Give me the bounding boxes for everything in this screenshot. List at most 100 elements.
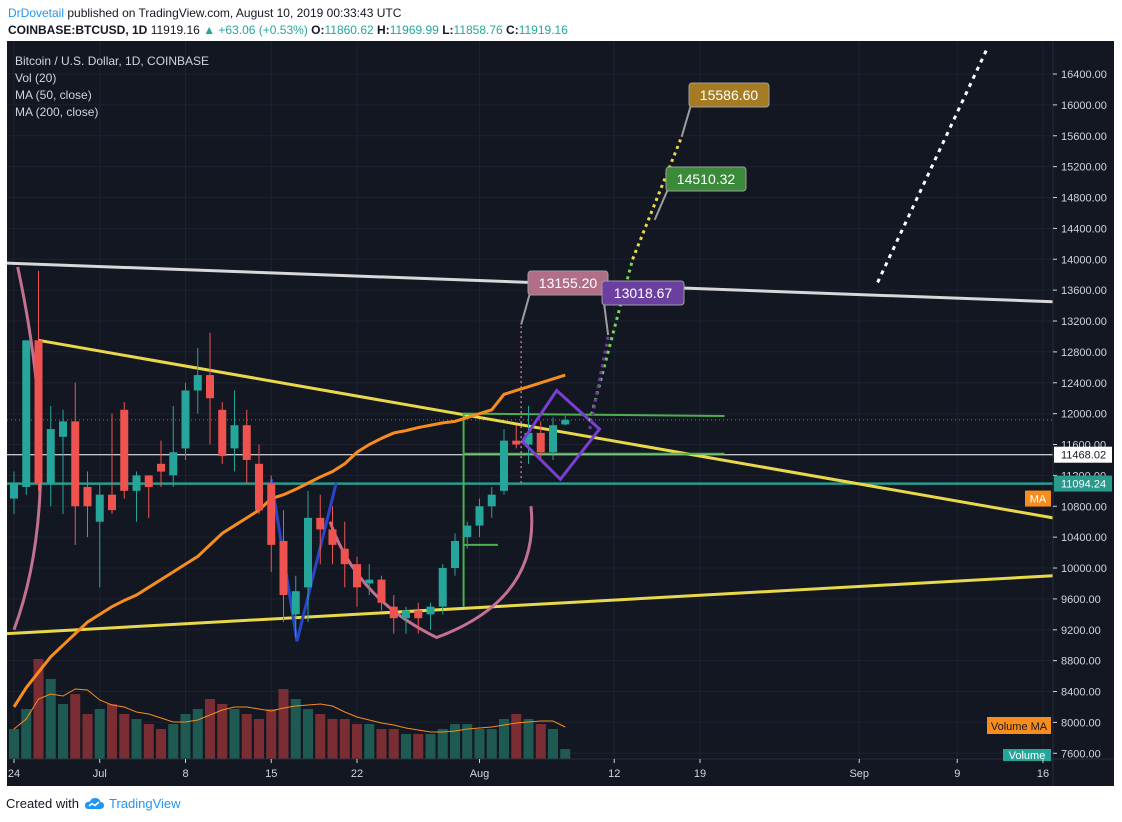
ma-tag[interactable] bbox=[1025, 490, 1051, 507]
x-tick-label: 22 bbox=[351, 768, 363, 780]
candle-body bbox=[108, 494, 116, 511]
volume-tag-text: Volume bbox=[1009, 750, 1046, 762]
volume-bar bbox=[437, 729, 448, 759]
candle-body bbox=[230, 425, 239, 449]
close-value: 11919.16 bbox=[518, 23, 568, 37]
open-label: O: bbox=[311, 23, 325, 37]
x-tick-label: Aug bbox=[470, 768, 490, 780]
diamond-pattern[interactable] bbox=[520, 388, 602, 482]
callout-pointer bbox=[520, 292, 531, 325]
high-value: 11969.99 bbox=[389, 23, 439, 37]
green-box-outline[interactable] bbox=[462, 412, 725, 607]
volume-bar bbox=[303, 709, 313, 759]
projection-yellow-dots[interactable] bbox=[631, 136, 684, 260]
volume-bar bbox=[131, 719, 142, 759]
legend-ma50[interactable]: MA (50, close) bbox=[15, 88, 92, 102]
low-value: 11858.76 bbox=[453, 23, 503, 37]
candle-body bbox=[328, 529, 337, 545]
candle-body bbox=[561, 419, 570, 425]
target-label-box[interactable] bbox=[688, 82, 770, 108]
projection-purple-dots[interactable] bbox=[588, 336, 610, 430]
legend-vol[interactable]: Vol (20) bbox=[15, 71, 57, 85]
y-tick-label: 14000.00 bbox=[1061, 254, 1107, 266]
candle-body bbox=[206, 375, 214, 399]
callout-pointer bbox=[603, 302, 610, 336]
volume-bar bbox=[413, 734, 424, 759]
y-tick-label: 12400.00 bbox=[1061, 378, 1107, 390]
tradingview-cloud-icon bbox=[84, 797, 104, 809]
tradingview-brand[interactable]: TradingView bbox=[108, 796, 181, 811]
price-chart[interactable]: 15586.60 14510.32 13155.20 13018.67 16400.00… bbox=[7, 41, 1114, 786]
y-tick-label: 10400.00 bbox=[1061, 532, 1107, 544]
candle-body bbox=[291, 591, 300, 615]
target-label-box[interactable] bbox=[601, 280, 685, 306]
legend-ma200[interactable]: MA (200, close) bbox=[15, 105, 99, 119]
candle-body bbox=[304, 517, 312, 588]
ohlc-bar: COINBASE:BTCUSD, 1D 11919.16 ▲ +63.06 (+… bbox=[8, 22, 568, 38]
candle-body bbox=[218, 409, 227, 457]
upper-trendline[interactable] bbox=[38, 338, 1054, 520]
volume-ma-tag[interactable] bbox=[987, 717, 1051, 734]
target-label: 15586.60 bbox=[700, 87, 759, 103]
candle-body bbox=[34, 340, 43, 484]
lower-trendline[interactable] bbox=[7, 574, 1054, 636]
volume-bar bbox=[168, 724, 179, 759]
volume-bar bbox=[94, 709, 105, 759]
candle-body bbox=[169, 452, 178, 476]
candle-body bbox=[267, 483, 276, 545]
y-tick-label: 16400.00 bbox=[1061, 69, 1107, 81]
candle-body bbox=[120, 409, 129, 491]
y-tick-label: 14800.00 bbox=[1061, 193, 1107, 205]
volume-bar bbox=[376, 729, 387, 759]
ma50-line[interactable] bbox=[12, 373, 566, 708]
volume-bar bbox=[45, 679, 56, 759]
price-level-tag[interactable] bbox=[1054, 446, 1112, 463]
last-price: 11919.16 bbox=[150, 23, 200, 37]
low-label: L: bbox=[442, 23, 454, 37]
candle-body bbox=[500, 440, 508, 491]
volume-bar bbox=[535, 724, 546, 759]
symbol-label: COINBASE:BTCUSD, 1D bbox=[8, 23, 148, 37]
volume-bar bbox=[241, 714, 252, 759]
candle-body bbox=[536, 432, 545, 453]
footer: Created with TradingView bbox=[6, 796, 181, 811]
target-label: 14510.32 bbox=[677, 171, 736, 187]
volume-tag[interactable] bbox=[1003, 749, 1051, 761]
volume-bar bbox=[33, 659, 44, 759]
projection-white-dots[interactable] bbox=[876, 46, 990, 284]
x-tick-label: 24 bbox=[8, 768, 20, 780]
candle-body bbox=[10, 483, 18, 499]
candle-body bbox=[83, 486, 92, 507]
candle-body bbox=[549, 425, 557, 453]
volume-bar bbox=[266, 709, 277, 759]
price-level-tag[interactable] bbox=[1054, 475, 1112, 492]
chart-area[interactable]: 15586.60 14510.32 13155.20 13018.67 16400.00… bbox=[7, 41, 1114, 786]
volume-ma-line bbox=[13, 688, 566, 733]
volume-bar bbox=[290, 699, 301, 759]
y-tick-label: 15200.00 bbox=[1061, 162, 1107, 174]
x-tick-label: 12 bbox=[608, 768, 620, 780]
y-tick-label: 16000.00 bbox=[1061, 100, 1107, 112]
volume-bar bbox=[217, 704, 228, 759]
candle-body bbox=[402, 610, 410, 619]
candle-body bbox=[144, 475, 153, 487]
volume-bar bbox=[511, 714, 522, 759]
volume-bar bbox=[474, 729, 485, 759]
cup-arc[interactable] bbox=[328, 506, 534, 640]
candle-body bbox=[487, 494, 496, 507]
x-tick-label: Jul bbox=[93, 768, 107, 780]
volume-bar bbox=[70, 694, 81, 759]
v-pattern-line[interactable] bbox=[269, 479, 338, 642]
author-link[interactable]: DrDovetail bbox=[8, 6, 65, 20]
legend-title: Bitcoin / U.S. Dollar, 1D, COINBASE bbox=[15, 54, 210, 68]
volume-bar bbox=[9, 729, 19, 759]
target-label-box[interactable] bbox=[665, 166, 747, 192]
candle-body bbox=[524, 432, 533, 445]
volume-bar bbox=[523, 719, 534, 759]
volume-bar bbox=[107, 704, 117, 759]
callout-pointer bbox=[653, 188, 669, 221]
candle-body bbox=[59, 421, 67, 437]
candle-body bbox=[414, 610, 423, 619]
volume-bar bbox=[156, 729, 166, 759]
target-label: 13018.67 bbox=[614, 285, 673, 301]
